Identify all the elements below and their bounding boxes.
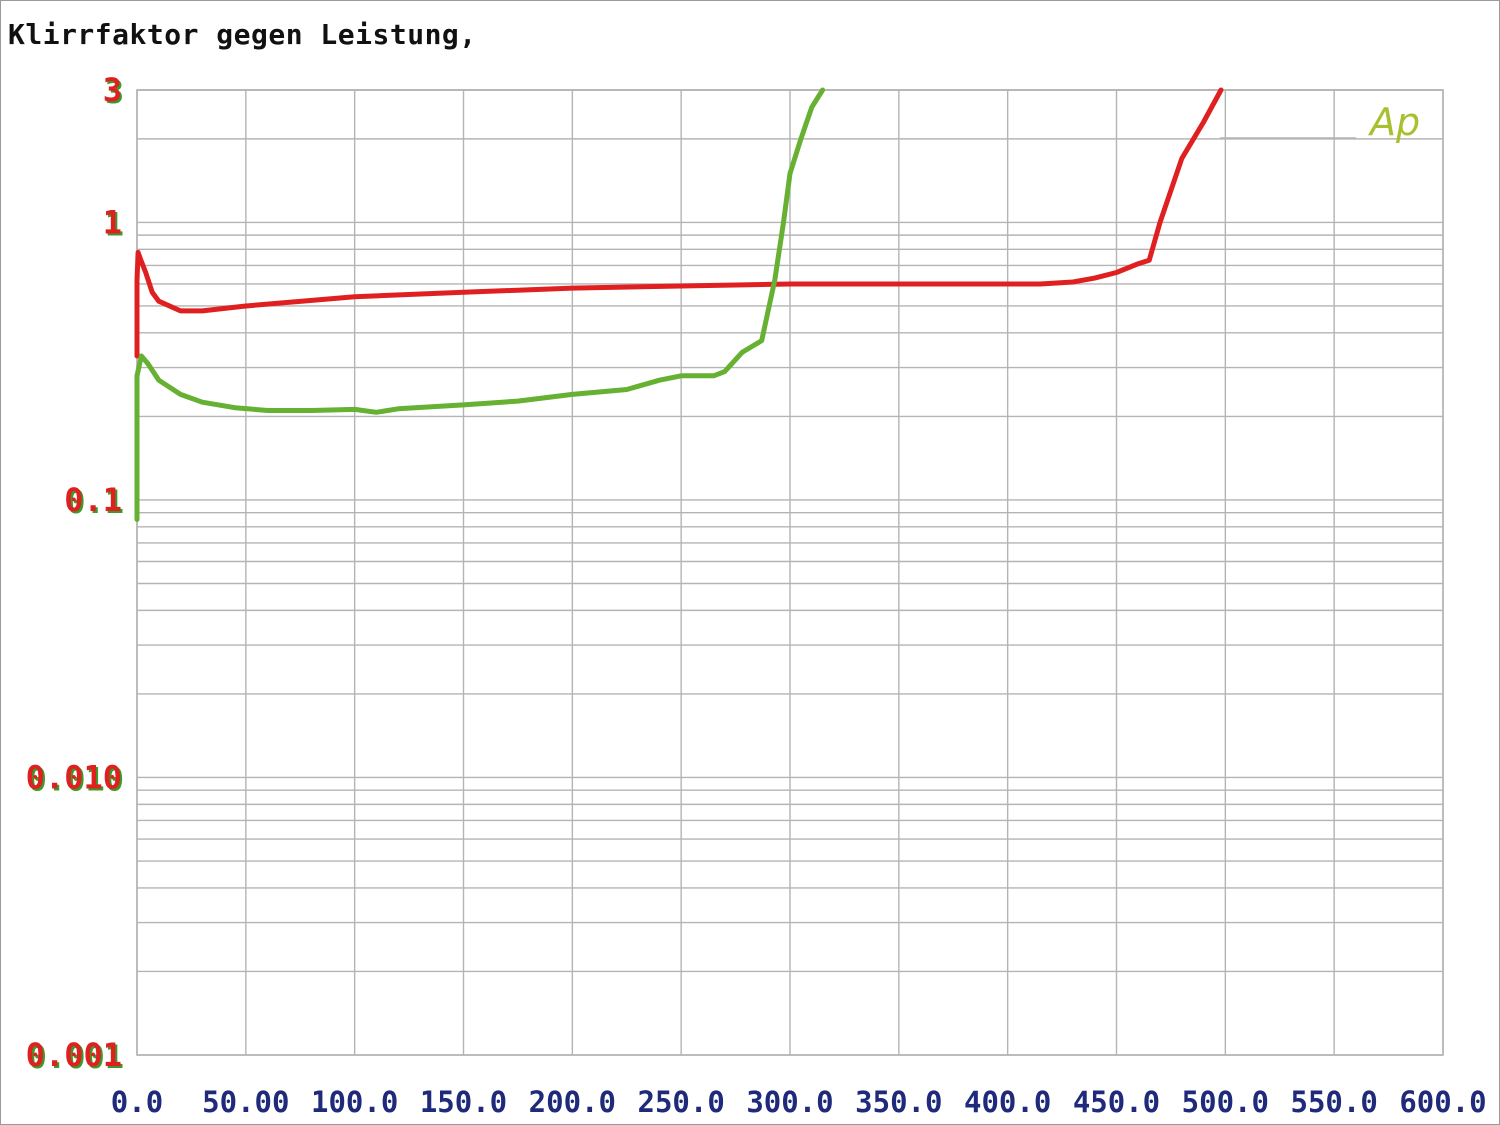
x-tick-label: 250.0: [638, 1085, 725, 1119]
x-tick-label: 50.00: [202, 1085, 289, 1119]
chart-title: Klirrfaktor gegen Leistung,: [8, 18, 477, 51]
grid: [136, 89, 1444, 1056]
x-tick-label: 0.0: [111, 1085, 163, 1119]
x-axis: 0.0 50.00 100.0 150.0 200.0 250.0 300.0 350.0 40…: [111, 1085, 1487, 1119]
x-tick-label: 550.0: [1291, 1085, 1378, 1119]
x-tick-label: 150.0: [420, 1085, 507, 1119]
x-tick-label: 300.0: [746, 1085, 833, 1119]
series-line-1: [134, 87, 1224, 359]
y-tick-label-shadow: 0.010: [28, 760, 124, 798]
y-tick-label: 0.1: [64, 481, 122, 519]
y-tick-label-shadow: 0.001: [28, 1038, 124, 1076]
x-tick-label: 100.0: [311, 1085, 398, 1119]
y-tick-label-shadow: 3: [105, 73, 124, 111]
series-group: [134, 87, 1224, 522]
series-line-2: [134, 87, 826, 522]
x-tick-label: 500.0: [1182, 1085, 1269, 1119]
x-tick-label: 350.0: [855, 1085, 942, 1119]
watermark-logo: Ap: [1367, 100, 1420, 144]
x-tick-label: 600.0: [1399, 1085, 1486, 1119]
x-tick-label: 200.0: [529, 1085, 616, 1119]
x-tick-label: 400.0: [964, 1085, 1051, 1119]
plot-area-border: [136, 89, 1444, 1056]
y-tick-label: 0.001: [26, 1036, 122, 1074]
y-tick-label: 0.010: [26, 758, 122, 796]
y-tick-label-shadow: 1: [105, 205, 124, 243]
y-tick-label-shadow: 0.1: [66, 483, 124, 521]
plot-border: [136, 89, 1444, 1056]
x-tick-label: 450.0: [1073, 1085, 1160, 1119]
y-tick-label: 3: [103, 71, 122, 109]
y-tick-label: 1: [103, 203, 122, 241]
watermark-group: Ap: [1220, 100, 1420, 144]
